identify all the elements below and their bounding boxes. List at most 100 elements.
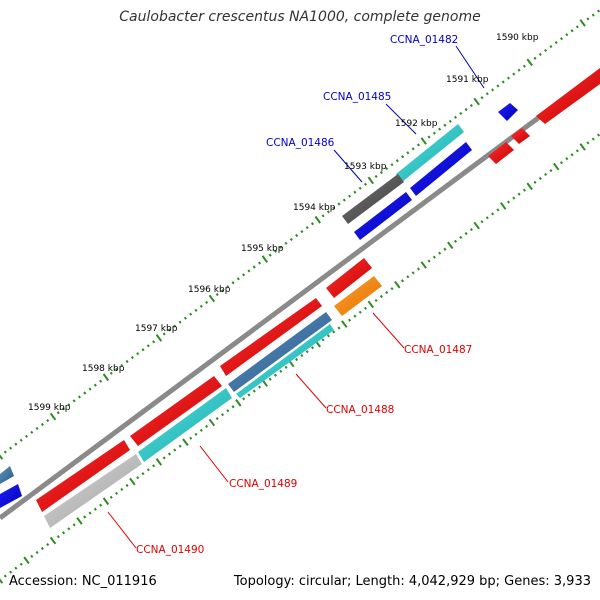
major-tick <box>341 320 348 328</box>
minor-tick <box>72 523 76 527</box>
major-tick <box>314 215 322 224</box>
minor-tick <box>67 527 71 531</box>
major-tick <box>129 477 136 486</box>
minor-tick <box>374 174 378 178</box>
label-ccna-01487[interactable]: CCNA_01487 <box>404 344 472 356</box>
minor-tick <box>353 314 357 318</box>
minor-tick <box>152 464 156 468</box>
label-ccna-01488[interactable]: CCNA_01488 <box>326 404 394 416</box>
minor-tick <box>480 220 484 224</box>
minor-tick <box>231 405 235 409</box>
minor-tick <box>321 338 325 342</box>
minor-tick <box>427 135 431 139</box>
minor-tick <box>295 233 299 238</box>
kbp-label-1590: 1590 kbp <box>496 33 539 43</box>
minor-tick <box>443 247 447 251</box>
minor-tick <box>30 554 34 558</box>
minor-tick <box>432 131 436 135</box>
major-tick <box>447 241 454 250</box>
gene-blue-leftedge <box>0 484 22 508</box>
minor-tick <box>522 188 526 192</box>
minor-tick <box>522 64 526 68</box>
minor-tick <box>559 37 564 41</box>
major-tick <box>155 458 163 466</box>
minor-tick <box>491 212 495 216</box>
gene-blue-lower <box>354 192 412 240</box>
minor-tick <box>62 531 66 535</box>
gene-ccna-01487-orange <box>334 276 382 316</box>
kbp-label-1593: 1593 kbp <box>344 162 387 172</box>
major-tick <box>49 412 57 421</box>
minor-tick <box>374 298 378 302</box>
connector-01489 <box>199 445 229 483</box>
minor-tick <box>125 483 129 488</box>
major-tick <box>367 300 375 309</box>
gene-cyan-01488 <box>236 324 334 398</box>
minor-tick <box>141 472 145 476</box>
minor-tick <box>215 293 219 297</box>
label-ccna-01490[interactable]: CCNA_01490 <box>136 544 204 556</box>
minor-tick <box>30 430 34 434</box>
minor-tick <box>109 495 113 499</box>
minor-tick <box>9 446 13 450</box>
label-ccna-01489[interactable]: CCNA_01489 <box>229 478 297 490</box>
minor-tick <box>549 45 553 49</box>
major-tick <box>182 438 189 446</box>
minor-tick <box>321 214 325 218</box>
gene-red-small-b <box>488 142 514 164</box>
minor-tick <box>363 306 368 310</box>
minor-tick <box>448 119 452 123</box>
minor-tick <box>337 326 341 330</box>
gene-steel-leftedge <box>0 466 14 484</box>
minor-tick <box>120 487 124 491</box>
minor-tick <box>559 161 564 165</box>
minor-tick <box>491 88 495 92</box>
minor-tick <box>24 434 29 438</box>
inner-tick-row <box>0 133 600 584</box>
minor-tick <box>464 231 468 236</box>
minor-tick <box>496 208 500 212</box>
minor-tick <box>570 29 574 33</box>
minor-tick <box>88 387 92 391</box>
minor-tick <box>268 253 272 257</box>
major-tick <box>0 454 4 460</box>
label-ccna-01486[interactable]: CCNA_01486 <box>266 137 335 149</box>
major-tick <box>473 221 480 230</box>
major-tick <box>208 294 216 303</box>
minor-tick <box>35 550 39 554</box>
minor-tick <box>120 363 124 367</box>
minor-tick <box>14 566 18 570</box>
minor-tick <box>597 9 600 13</box>
minor-tick <box>453 239 458 243</box>
gene-red-topright <box>536 68 600 124</box>
minor-tick <box>46 543 50 547</box>
gene-blue-small <box>498 103 518 121</box>
minor-tick <box>194 432 198 436</box>
minor-tick <box>544 48 548 52</box>
minor-tick <box>109 371 113 375</box>
minor-tick <box>173 448 177 452</box>
minor-tick <box>205 424 209 428</box>
minor-tick <box>279 369 283 373</box>
label-ccna-01482[interactable]: CCNA_01482 <box>390 34 458 46</box>
major-tick <box>102 373 110 382</box>
accession-text: Accession: NC_011916 <box>9 574 157 589</box>
minor-tick <box>289 237 293 241</box>
minor-tick <box>3 574 7 578</box>
minor-tick <box>56 411 60 415</box>
minor-tick <box>231 281 235 285</box>
minor-tick <box>438 251 442 255</box>
minor-tick <box>247 393 251 397</box>
minor-tick <box>586 141 590 145</box>
minor-tick <box>438 127 442 131</box>
minor-tick <box>215 417 219 421</box>
minor-tick <box>125 359 129 364</box>
minor-tick <box>326 334 330 338</box>
minor-tick <box>506 76 511 80</box>
minor-tick <box>416 267 420 271</box>
minor-tick <box>459 235 463 239</box>
label-ccna-01485[interactable]: CCNA_01485 <box>323 91 391 103</box>
minor-tick <box>591 137 595 141</box>
minor-tick <box>591 13 595 17</box>
minor-tick <box>411 271 415 275</box>
